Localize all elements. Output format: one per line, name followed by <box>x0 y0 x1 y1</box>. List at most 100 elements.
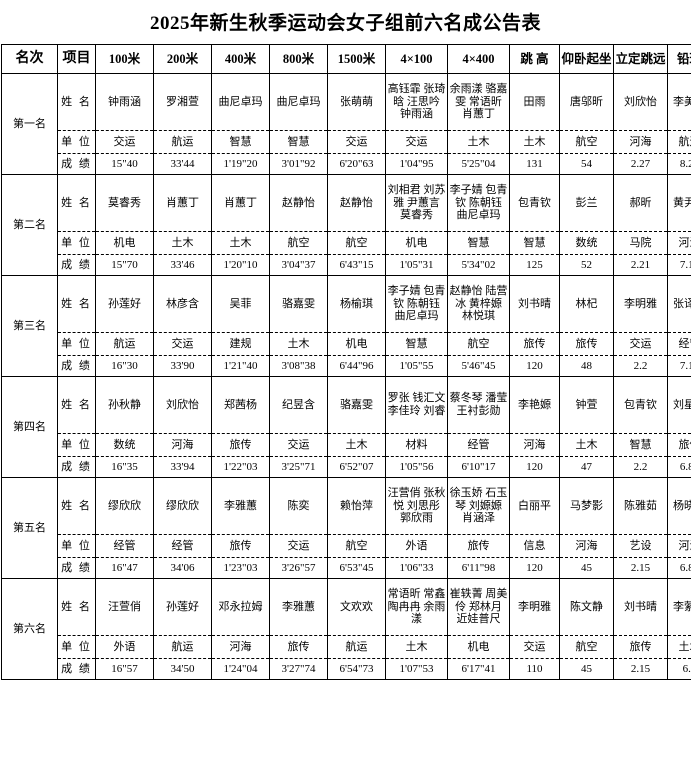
cell-longjump-score: 2.21 <box>613 254 668 276</box>
cell-m200-unit: 河海 <box>153 433 212 457</box>
table-row: 成 绩 15"70 33'46 1'20"10 3'04"37 6'43"15 1'05"3… <box>2 254 691 276</box>
cell-m100-score: 15"40 <box>95 153 154 175</box>
column-header-situp: 仰卧起坐 <box>559 44 614 74</box>
table-row: 第一名姓 名钟雨涵 罗湘萱 曲尼卓玛 曲尼卓玛 张萌萌 高钰霏 张琦晗 汪思吟 钟雨涵 余雨… <box>1 73 691 175</box>
cell-highjump-score: 120 <box>509 355 560 377</box>
cell-m1500-unit: 机电 <box>327 332 386 356</box>
column-header-field: 项目 <box>57 44 96 74</box>
cell-shotput-unit: 河海 <box>667 231 691 255</box>
row-label-name: 姓 名 <box>57 578 96 636</box>
cell-r4x100-score: 1'06"33 <box>385 557 448 579</box>
cell-shotput-unit: 旅传 <box>667 433 691 457</box>
cell-m800-unit: 旅传 <box>269 635 328 659</box>
cell-r4x400-score: 5'34"02 <box>447 254 510 276</box>
table-row: 成 绩 16"57 34'50 1'24"04 3'27"74 6'54"73 1'07"5… <box>2 658 691 680</box>
cell-m100-unit: 机电 <box>95 231 154 255</box>
cell-m100-unit: 经管 <box>95 534 154 558</box>
cell-situp-unit: 河海 <box>559 534 614 558</box>
cell-situp-unit: 航空 <box>559 635 614 659</box>
cell-m800-score: 3'04"37 <box>269 254 328 276</box>
table-row: 第二名姓 名莫睿秀 肖蕙丁 肖蕙丁 赵静怡 赵静怡 刘相君 刘苏雅 尹蕙言 莫睿秀 李子婧 … <box>1 174 691 276</box>
cell-m200-name: 缪欣欣 <box>153 477 212 535</box>
cell-highjump-name: 刘书晴 <box>509 275 560 333</box>
cell-m400-score: 1'20"10 <box>211 254 270 276</box>
cell-r4x400-unit: 机电 <box>447 635 510 659</box>
row-label-score: 成 绩 <box>57 355 96 377</box>
cell-r4x400-unit: 土木 <box>447 130 510 154</box>
cell-highjump-name: 田雨 <box>509 73 560 131</box>
cell-r4x400-score: 6'10"17 <box>447 456 510 478</box>
cell-r4x100-unit: 外语 <box>385 534 448 558</box>
cell-longjump-name: 刘欣怡 <box>613 73 668 131</box>
column-header-m1500: 1500米 <box>327 44 386 74</box>
cell-longjump-score: 2.15 <box>613 658 668 680</box>
cell-m800-name: 纪昱含 <box>269 376 328 434</box>
cell-highjump-unit: 智慧 <box>509 231 560 255</box>
cell-m1500-unit: 航空 <box>327 231 386 255</box>
cell-m100-name: 缪欣欣 <box>95 477 154 535</box>
cell-m100-name: 汪萱俏 <box>95 578 154 636</box>
cell-m800-name: 赵静怡 <box>269 174 328 232</box>
cell-r4x100-unit: 交运 <box>385 130 448 154</box>
page-title: 2025年新生秋季运动会女子组前六名成公告表 <box>149 13 541 34</box>
cell-m200-score: 34'06 <box>153 557 212 579</box>
cell-situp-score: 45 <box>559 557 614 579</box>
cell-m200-unit: 航运 <box>153 130 212 154</box>
cell-situp-name: 马梦影 <box>559 477 614 535</box>
row-label-unit: 单 位 <box>57 231 96 255</box>
cell-longjump-unit: 交运 <box>613 332 668 356</box>
cell-m100-unit: 外语 <box>95 635 154 659</box>
cell-m800-score: 3'01"92 <box>269 153 328 175</box>
cell-r4x100-score: 1'05"31 <box>385 254 448 276</box>
table-row: 单 位外语航运河海旅传航运土木机电交运航空旅传土木 <box>2 635 691 659</box>
cell-r4x100-unit: 材料 <box>385 433 448 457</box>
cell-r4x400-score: 5'25"04 <box>447 153 510 175</box>
cell-m1500-score: 6'43"15 <box>327 254 386 276</box>
cell-highjump-unit: 交运 <box>509 635 560 659</box>
cell-m800-name: 骆嘉雯 <box>269 275 328 333</box>
row-label-name: 姓 名 <box>57 73 96 131</box>
table-row: 成 绩 16"35 33'94 1'22"03 3'25"71 6'52"07 1'05"5… <box>2 456 691 478</box>
cell-r4x400-name: 余雨漾 骆嘉雯 常语昕 肖蕙丁 <box>447 73 510 131</box>
row-label-score: 成 绩 <box>57 153 96 175</box>
cell-longjump-name: 李明雅 <box>613 275 668 333</box>
cell-highjump-unit: 河海 <box>509 433 560 457</box>
row-label-name: 姓 名 <box>57 477 96 535</box>
column-header-m200: 200米 <box>153 44 212 74</box>
cell-m100-score: 16"57 <box>95 658 154 680</box>
cell-highjump-score: 131 <box>509 153 560 175</box>
cell-m200-unit: 经管 <box>153 534 212 558</box>
cell-situp-name: 陈文静 <box>559 578 614 636</box>
cell-m100-score: 16"47 <box>95 557 154 579</box>
cell-r4x400-unit: 航空 <box>447 332 510 356</box>
cell-shotput-unit: 河海 <box>667 534 691 558</box>
cell-m200-name: 罗湘萱 <box>153 73 212 131</box>
cell-r4x100-name: 常语昕 常鑫 陶冉冉 余雨漾 <box>385 578 448 636</box>
cell-m400-unit: 旅传 <box>211 534 270 558</box>
cell-r4x100-name: 汪营俏 张秋悦 刘思彤 郭欣雨 <box>385 477 448 535</box>
rank-label: 第四名 <box>1 376 58 478</box>
row-label-unit: 单 位 <box>57 534 96 558</box>
cell-m800-unit: 航空 <box>269 231 328 255</box>
cell-r4x400-unit: 智慧 <box>447 231 510 255</box>
cell-highjump-unit: 信息 <box>509 534 560 558</box>
cell-shotput-score: 6.7 <box>667 658 691 680</box>
cell-m400-unit: 智慧 <box>211 130 270 154</box>
cell-m400-name: 曲尼卓玛 <box>211 73 270 131</box>
cell-m800-name: 曲尼卓玛 <box>269 73 328 131</box>
table-row: 单 位经管经管旅传交运航空外语旅传信息河海艺设河海 <box>2 534 691 558</box>
column-header-rank: 名次 <box>1 44 58 74</box>
cell-m1500-name: 赖怡萍 <box>327 477 386 535</box>
cell-situp-name: 林杞 <box>559 275 614 333</box>
cell-r4x400-name: 崔轶菁 周美伶 郑林月 近娃普尺 <box>447 578 510 636</box>
cell-m100-score: 16"35 <box>95 456 154 478</box>
cell-m200-name: 肖蕙丁 <box>153 174 212 232</box>
cell-highjump-name: 包青钦 <box>509 174 560 232</box>
row-label-score: 成 绩 <box>57 557 96 579</box>
cell-r4x100-name: 高钰霏 张琦晗 汪思吟 钟雨涵 <box>385 73 448 131</box>
cell-m800-unit: 土木 <box>269 332 328 356</box>
cell-highjump-unit: 旅传 <box>509 332 560 356</box>
cell-r4x400-name: 赵静怡 陆营冰 黄梓嫄 林悦琪 <box>447 275 510 333</box>
cell-m400-score: 1'21"40 <box>211 355 270 377</box>
column-header-r4x400: 4×400 <box>447 44 510 74</box>
